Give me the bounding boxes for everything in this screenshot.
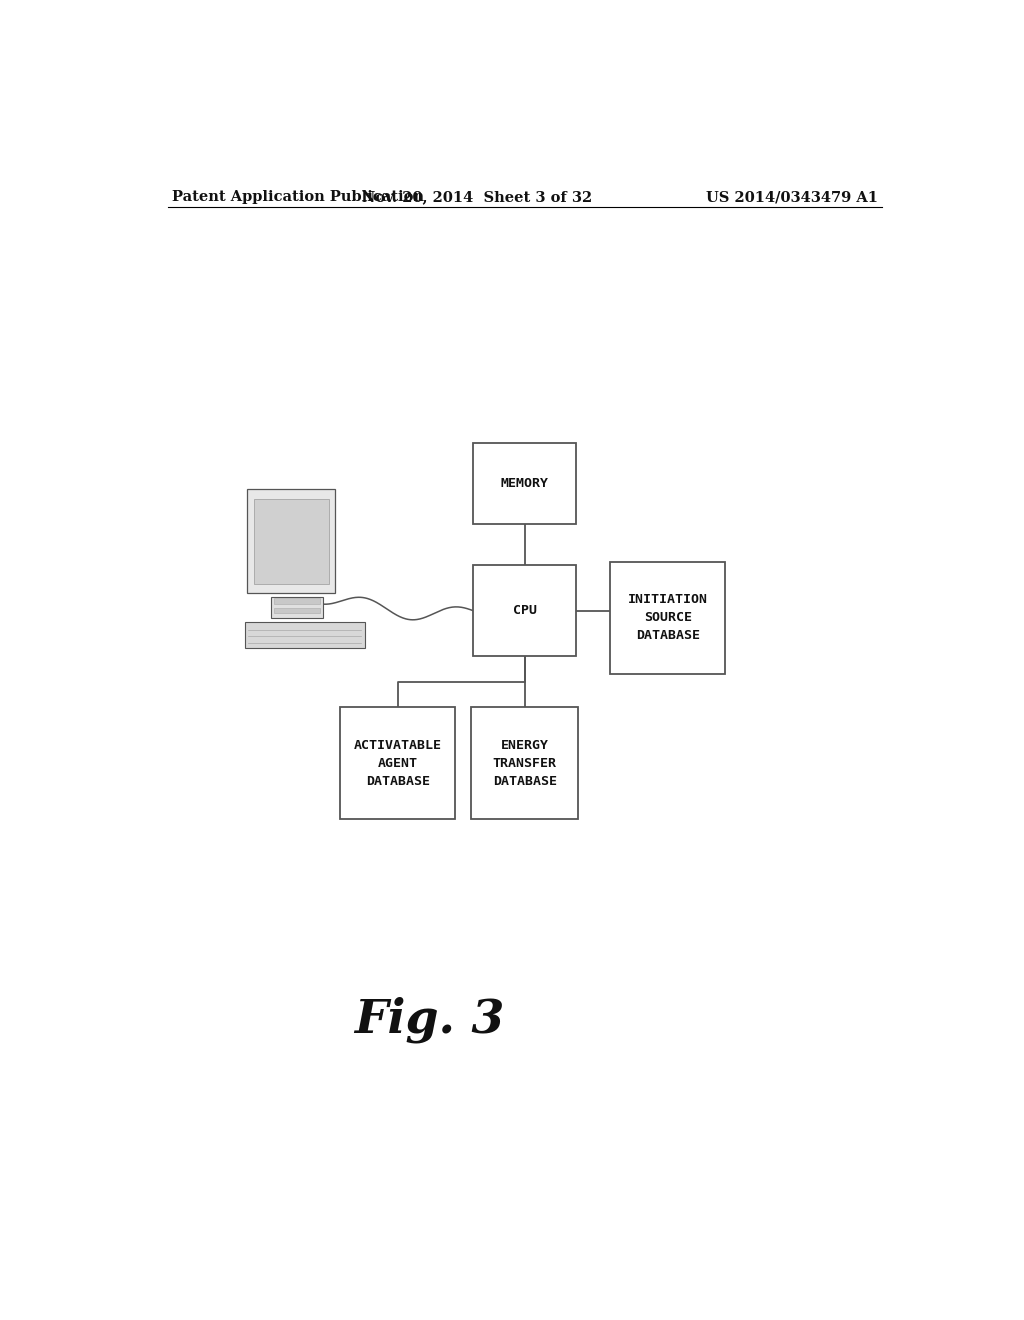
- Text: Patent Application Publication: Patent Application Publication: [172, 190, 424, 205]
- FancyBboxPatch shape: [274, 607, 319, 614]
- FancyBboxPatch shape: [245, 622, 365, 648]
- FancyBboxPatch shape: [271, 597, 323, 618]
- Text: CPU: CPU: [513, 605, 537, 618]
- Text: ENERGY
TRANSFER
DATABASE: ENERGY TRANSFER DATABASE: [493, 739, 557, 788]
- Text: Fig. 3: Fig. 3: [354, 997, 505, 1043]
- FancyBboxPatch shape: [247, 490, 336, 593]
- Text: INITIATION
SOURCE
DATABASE: INITIATION SOURCE DATABASE: [628, 593, 708, 643]
- FancyBboxPatch shape: [610, 562, 725, 673]
- Text: Nov. 20, 2014  Sheet 3 of 32: Nov. 20, 2014 Sheet 3 of 32: [362, 190, 592, 205]
- FancyBboxPatch shape: [471, 708, 579, 818]
- FancyBboxPatch shape: [340, 708, 456, 818]
- FancyBboxPatch shape: [473, 444, 577, 524]
- FancyBboxPatch shape: [274, 598, 319, 603]
- Text: MEMORY: MEMORY: [501, 477, 549, 490]
- FancyBboxPatch shape: [254, 499, 329, 583]
- Text: ACTIVATABLE
AGENT
DATABASE: ACTIVATABLE AGENT DATABASE: [354, 739, 441, 788]
- Text: US 2014/0343479 A1: US 2014/0343479 A1: [706, 190, 878, 205]
- FancyBboxPatch shape: [473, 565, 577, 656]
